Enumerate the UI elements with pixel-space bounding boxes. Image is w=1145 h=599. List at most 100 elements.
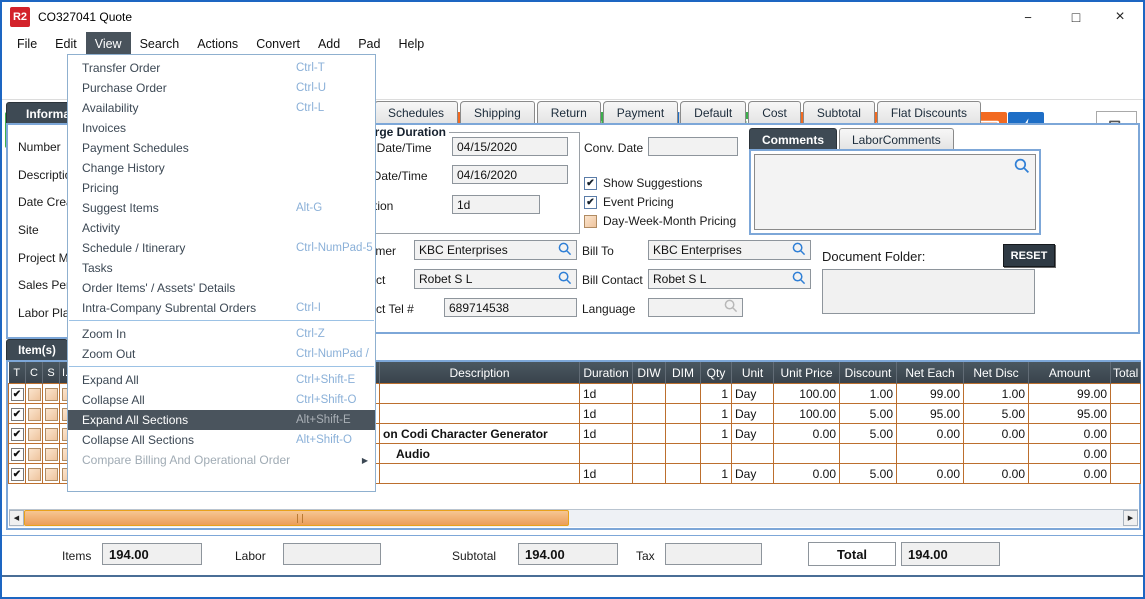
cell-description[interactable] <box>379 463 580 484</box>
cell-total[interactable] <box>1110 443 1141 464</box>
cell-net-disc[interactable] <box>963 443 1029 464</box>
col-header-total[interactable]: Total <box>1110 362 1141 384</box>
menu-file[interactable]: File <box>17 36 38 51</box>
cell-duration[interactable]: 1d <box>579 383 633 404</box>
cell-discount[interactable] <box>839 443 897 464</box>
menu-item-change-history[interactable]: Change History <box>68 158 375 178</box>
cell-unit-price[interactable] <box>773 443 840 464</box>
col-header-duration[interactable]: Duration <box>579 362 633 384</box>
cell-diw[interactable] <box>632 403 666 424</box>
cell-unit[interactable]: Day <box>731 423 774 444</box>
cell-unit[interactable]: Day <box>731 463 774 484</box>
cell-duration[interactable] <box>579 443 633 464</box>
maximize-button[interactable]: □ <box>1071 9 1081 25</box>
col-header-c[interactable]: C <box>25 362 43 384</box>
col-header-net-each[interactable]: Net Each <box>896 362 964 384</box>
end-date-input[interactable]: 04/16/2020 <box>452 165 568 184</box>
row-checkbox-t[interactable]: ✔ <box>10 387 24 401</box>
tab-return[interactable]: Return <box>536 101 601 124</box>
cell-unit[interactable] <box>731 443 774 464</box>
menu-search[interactable]: Search <box>139 36 180 51</box>
cell-description[interactable]: on Codi Character Generator <box>379 423 580 444</box>
row-checkbox-s[interactable]: ✔ <box>44 407 58 421</box>
cell-dim[interactable] <box>665 463 701 484</box>
cell-unit[interactable]: Day <box>731 403 774 424</box>
tab-cost[interactable]: Cost <box>748 101 801 124</box>
menu-item-purchase-order[interactable]: Purchase Order Ctrl-U <box>68 78 375 98</box>
cell-duration[interactable]: 1d <box>579 423 633 444</box>
row-checkbox-t[interactable]: ✔ <box>10 407 24 421</box>
minimize-button[interactable]: − <box>1024 9 1032 25</box>
cell-qty[interactable]: 1 <box>700 423 732 444</box>
start-date-input[interactable]: 04/15/2020 <box>452 137 568 156</box>
cell-qty[interactable]: 1 <box>700 463 732 484</box>
row-checkbox-t[interactable]: ✔ <box>10 467 24 481</box>
tab-shipping[interactable]: Shipping <box>460 101 535 124</box>
cell-net-each[interactable]: 0.00 <box>896 423 964 444</box>
col-header-unit-price[interactable]: Unit Price <box>773 362 840 384</box>
cell-total[interactable] <box>1110 463 1141 484</box>
cell-qty[interactable]: 1 <box>700 383 732 404</box>
checkbox-icon[interactable]: ✔ <box>584 214 597 228</box>
show-suggestions-checkbox[interactable]: ✔ Show Suggestions <box>584 176 702 190</box>
cell-amount[interactable]: 0.00 <box>1028 463 1111 484</box>
contact-tel-input[interactable]: 689714538 <box>444 298 577 317</box>
cell-qty[interactable] <box>700 443 732 464</box>
cell-diw[interactable] <box>632 463 666 484</box>
cell-net-each[interactable]: 0.00 <box>896 463 964 484</box>
cell-description[interactable] <box>379 383 580 404</box>
menu-item-pricing[interactable]: Pricing <box>68 178 375 198</box>
row-checkbox-c[interactable]: ✔ <box>27 447 41 461</box>
cell-discount[interactable]: 5.00 <box>839 463 897 484</box>
checkbox-icon[interactable]: ✔ <box>584 195 597 209</box>
col-header-s[interactable]: S <box>42 362 60 384</box>
cell-unit[interactable]: Day <box>731 383 774 404</box>
horizontal-scrollbar[interactable]: ◀ ▶ <box>9 509 1138 527</box>
row-checkbox-c[interactable]: ✔ <box>27 407 41 421</box>
cell-unit-price[interactable]: 0.00 <box>773 423 840 444</box>
cell-net-disc[interactable]: 5.00 <box>963 403 1029 424</box>
checkbox-icon[interactable]: ✔ <box>584 176 597 190</box>
event-pricing-checkbox[interactable]: ✔ Event Pricing <box>584 195 674 209</box>
menu-item-availability[interactable]: Availability Ctrl-L <box>68 98 375 118</box>
col-header-unit[interactable]: Unit <box>731 362 774 384</box>
row-checkbox-s[interactable]: ✔ <box>44 447 58 461</box>
cell-diw[interactable] <box>632 443 666 464</box>
cell-description[interactable] <box>379 403 580 424</box>
row-checkbox-c[interactable]: ✔ <box>27 427 41 441</box>
row-checkbox-s[interactable]: ✔ <box>44 467 58 481</box>
menu-item-expand-all[interactable]: Expand All Ctrl+Shift-E <box>68 370 375 390</box>
col-header-net-disc[interactable]: Net Disc <box>963 362 1029 384</box>
cell-discount[interactable]: 5.00 <box>839 423 897 444</box>
search-icon[interactable] <box>558 271 572 288</box>
cell-amount[interactable]: 0.00 <box>1028 443 1111 464</box>
search-icon[interactable] <box>558 242 572 259</box>
cell-total[interactable] <box>1110 383 1141 404</box>
menu-item-transfer-order[interactable]: Transfer Order Ctrl-T <box>68 58 375 78</box>
menu-item-zoom-in[interactable]: Zoom In Ctrl-Z <box>68 324 375 344</box>
row-checkbox-s[interactable]: ✔ <box>44 427 58 441</box>
row-checkbox-c[interactable]: ✔ <box>27 467 41 481</box>
comments-textarea[interactable] <box>754 154 1036 230</box>
day-week-month-pricing-checkbox[interactable]: ✔ Day-Week-Month Pricing <box>584 214 736 228</box>
menu-view[interactable]: View <box>85 32 131 55</box>
search-icon[interactable] <box>792 271 806 288</box>
cell-net-disc[interactable]: 0.00 <box>963 463 1029 484</box>
menu-item-collapse-all[interactable]: Collapse All Ctrl+Shift-O <box>68 390 375 410</box>
cell-duration[interactable]: 1d <box>579 403 633 424</box>
cell-unit-price[interactable]: 0.00 <box>773 463 840 484</box>
col-header-description[interactable]: Description <box>379 362 580 384</box>
col-header-diw[interactable]: DIW <box>632 362 666 384</box>
col-header-dim[interactable]: DIM <box>665 362 701 384</box>
search-icon[interactable] <box>1014 158 1030 179</box>
col-header-qty[interactable]: Qty <box>700 362 732 384</box>
menu-item-payment-schedules[interactable]: Payment Schedules <box>68 138 375 158</box>
cell-amount[interactable]: 95.00 <box>1028 403 1111 424</box>
menu-item-expand-all-sections[interactable]: Expand All Sections Alt+Shift-E <box>68 410 375 430</box>
menu-item-tasks[interactable]: Tasks <box>68 258 375 278</box>
col-header-discount[interactable]: Discount <box>839 362 897 384</box>
menu-convert[interactable]: Convert <box>256 36 300 51</box>
tab-default[interactable]: Default <box>680 101 747 124</box>
cell-net-each[interactable]: 99.00 <box>896 383 964 404</box>
cell-total[interactable] <box>1110 403 1141 424</box>
